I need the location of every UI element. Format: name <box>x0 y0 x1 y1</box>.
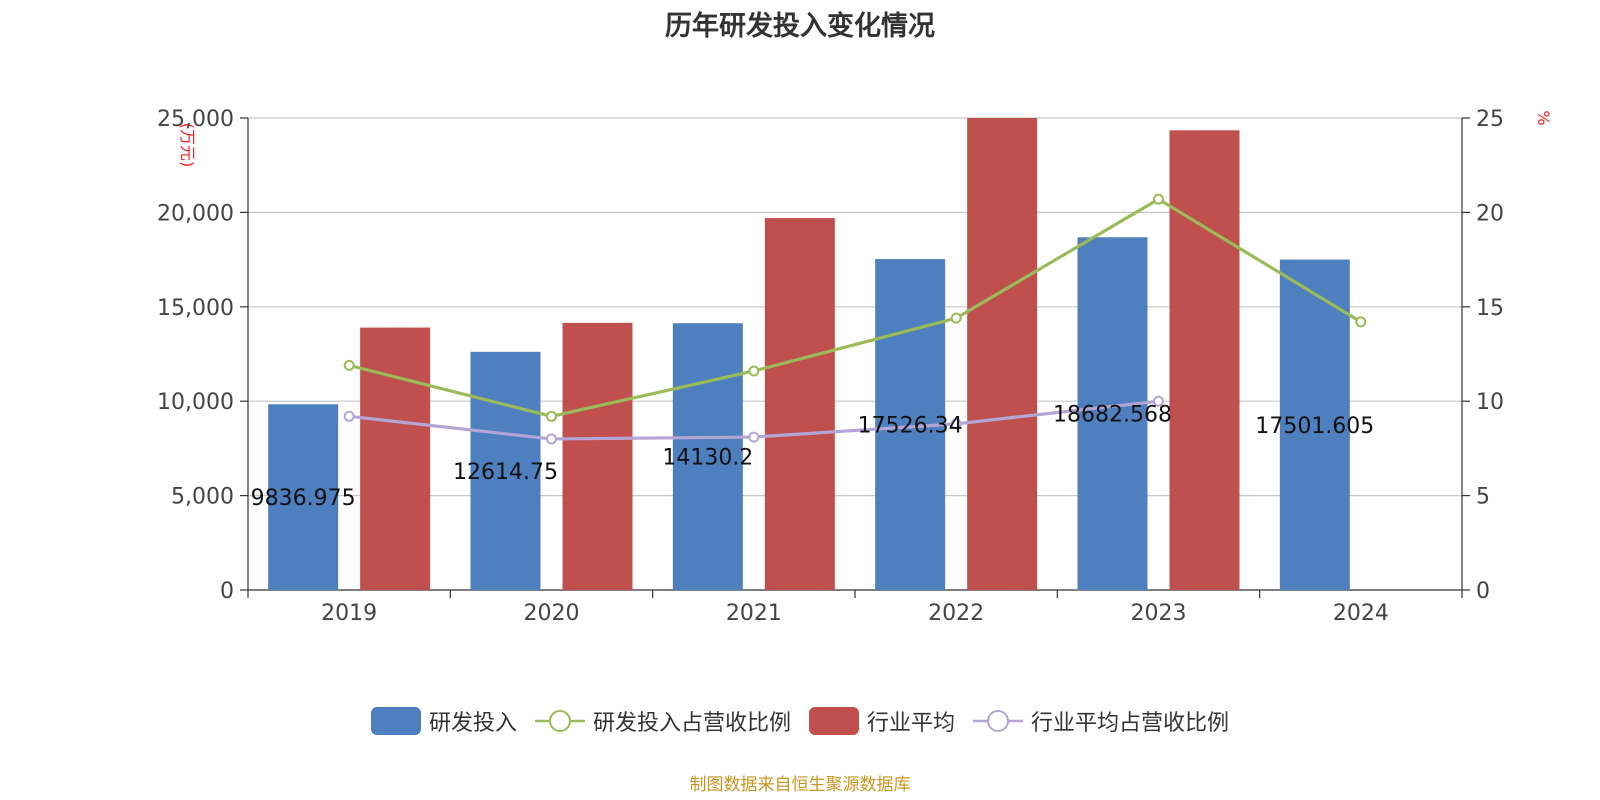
line-point <box>546 433 557 445</box>
bar-data-label: 14130.2 <box>662 446 753 471</box>
left-tick-label: 5,000 <box>171 485 234 510</box>
bar <box>672 323 743 590</box>
line-point <box>748 365 760 377</box>
legend-label: 行业平均 <box>867 711 956 736</box>
line-point <box>546 410 557 422</box>
x-tick-label: 2023 <box>1131 601 1187 626</box>
x-tick-label: 2020 <box>524 601 580 626</box>
legend-line-marker <box>973 710 1024 732</box>
series-line <box>348 197 1362 418</box>
line-point <box>343 359 355 371</box>
left-tick-label: 0 <box>220 579 234 604</box>
line-point <box>950 418 962 430</box>
left-tick-label: 25,000 <box>157 107 234 132</box>
right-tick-label: 25 <box>1476 107 1504 132</box>
legend-label: 行业平均占营收比例 <box>1031 711 1230 736</box>
legend-item[interactable]: 研发投入 <box>370 705 517 737</box>
legend-line-marker <box>534 710 585 732</box>
right-axis-unit: % <box>1534 110 1553 125</box>
right-tick-label: 15 <box>1476 296 1504 321</box>
bar <box>268 404 339 590</box>
x-tick-label: 2024 <box>1333 601 1389 626</box>
right-tick-label: 10 <box>1476 390 1504 415</box>
x-tick-label: 2022 <box>928 601 984 626</box>
right-tick-label: 5 <box>1476 485 1490 510</box>
bar-data-label: 18682.568 <box>1053 403 1172 428</box>
line-point <box>1153 193 1164 205</box>
bar <box>1077 237 1148 590</box>
chart-title: 历年研发投入变化情况 <box>665 11 935 42</box>
legend-item[interactable]: 行业平均占营收比例 <box>973 705 1229 737</box>
bar <box>562 322 633 590</box>
bar-data-label: 17501.605 <box>1255 414 1374 439</box>
bar-data-label: 9836.975 <box>251 486 356 511</box>
left-tick-label: 15,000 <box>157 296 234 321</box>
legend-label: 研发投入占营收比例 <box>592 711 791 736</box>
combo-chart: 0 0 5,000 5 10,000 10 15,000 15 20,000 20 25,000 25… <box>157 107 1553 626</box>
left-axis-unit: (万元) <box>178 123 197 168</box>
right-tick-label: 20 <box>1476 201 1504 226</box>
bar-data-label: 17526.34 <box>858 414 963 439</box>
right-tick-label: 0 <box>1476 579 1490 604</box>
left-tick-label: 10,000 <box>157 390 234 415</box>
bar <box>1169 130 1240 590</box>
left-tick-label: 20,000 <box>157 201 234 226</box>
bar-data-label: 12614.75 <box>453 460 558 485</box>
legend-label: 研发投入 <box>428 711 517 736</box>
line-point <box>950 312 962 324</box>
x-tick-label: 2021 <box>726 601 782 626</box>
source-note: 制图数据来自恒生聚源数据库 <box>689 775 911 795</box>
line-point <box>748 431 760 443</box>
x-tick-label: 2019 <box>321 601 377 626</box>
line-point <box>1355 316 1367 328</box>
legend-item[interactable]: 行业平均 <box>809 705 955 737</box>
legend-bar-swatch <box>809 707 859 735</box>
bar <box>470 351 541 590</box>
legend-bar-swatch <box>370 707 421 735</box>
bar <box>967 118 1038 590</box>
legend: 研发投入 研发投入占营收比例 行业平均 行业平均占营收比例 <box>0 705 1600 737</box>
legend-item[interactable]: 研发投入占营收比例 <box>534 705 791 737</box>
line-point <box>343 410 355 422</box>
bar <box>360 327 431 590</box>
bar <box>764 218 835 590</box>
bar <box>1279 259 1350 590</box>
line-point <box>1153 395 1164 407</box>
